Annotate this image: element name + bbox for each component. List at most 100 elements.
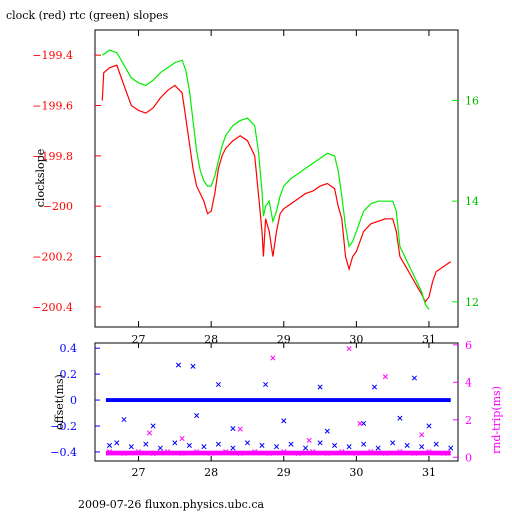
rndtrip-point [165,449,171,455]
offset-point [106,442,113,448]
offset-point [419,444,425,450]
rndtrip-point [237,426,243,432]
rndtrip-point [411,450,417,457]
offset-point [375,445,381,451]
offset-point [175,362,182,368]
rndtrip-point [295,450,301,457]
y-right-tick-label: 6 [465,339,472,352]
rndtrip-point [397,449,403,455]
rndtrip-point [368,449,374,455]
y-right-axis-label: rnd-trip(ms) [490,386,503,454]
offset-point [448,445,454,451]
offset-point [397,415,403,421]
offset-point [346,444,352,450]
offset-point [230,445,236,451]
offset-point [332,442,338,448]
y-left-tick-label: 0.2 [60,368,78,381]
rndtrip-point [106,449,113,455]
offset-point [121,416,127,423]
offset-point [288,441,294,447]
rndtrip-point [426,449,432,455]
offset-point [317,440,323,446]
offset-point [194,413,200,419]
rndtrip-point [150,450,156,457]
series-line-rtc [101,49,430,310]
rndtrip-point [382,374,388,380]
y-left-tick-label: −200 [43,200,73,213]
rndtrip-point [357,420,363,427]
x-tick-label: 31 [422,466,436,479]
offset-dense-band [105,398,451,402]
y-right-tick-label: 12 [465,296,479,309]
y-left-axis-label: offset(ms) [53,374,66,430]
rndtrip-point [146,430,153,436]
offset-point [143,441,149,447]
offset-point [317,384,323,390]
rndtrip-point [440,450,447,457]
x-tick-label: 28 [204,466,218,479]
x-tick-label: 29 [277,466,291,479]
rndtrip-dense-band [105,450,451,456]
offset-point [390,440,396,446]
rndtrip-point [382,450,388,457]
bottom-plot-frame [94,342,459,462]
rndtrip-point [266,450,272,457]
y-right-tick-label: 2 [465,414,472,427]
rndtrip-point [237,450,243,457]
rndtrip-point [194,449,200,455]
y-right-tick-label: 16 [465,94,479,107]
y-left-tick-label: −200.4 [32,301,73,314]
series-line-clock [101,64,452,303]
bottom-plot: 27 28 29 30 31 0.4 0.2 0 −0.2 −0.4 0 2 4 6 offset(ms) r… [50,339,503,479]
offset-point [433,441,439,447]
offset-point [273,444,280,450]
footer-text: 2009-07-26 fluxon.physics.ubc.ca [78,498,264,511]
rndtrip-point [270,355,276,361]
offset-point [157,445,163,451]
rndtrip-point [252,449,258,455]
rndtrip-point [208,450,214,457]
offset-point [281,418,287,424]
y-left-tick-label: −199.6 [32,100,73,113]
rndtrip-point [281,449,287,455]
rndtrip-point [339,449,345,455]
offset-point [411,375,417,381]
offset-point [259,442,265,448]
x-tick-label: 27 [132,466,146,479]
offset-point [361,441,367,447]
offset-point [244,440,251,446]
offset-point [302,445,309,451]
offset-point [230,426,236,432]
rndtrip-point [179,435,185,442]
y-left-tick-label: −199.4 [32,49,73,62]
y-left-tick-label: −199.8 [32,150,73,163]
rndtrip-point [324,450,330,457]
offset-point [426,423,432,429]
offset-point [190,363,196,369]
y-right-tick-label: 14 [465,195,479,208]
offset-point [114,440,120,446]
y-left-tick-label: 0 [70,394,77,407]
offset-point [201,444,207,450]
y-left-tick-label: −200.2 [32,251,73,264]
y-left-tick-label: −0.4 [50,446,77,459]
offset-point [215,441,221,447]
offset-point [215,381,221,388]
y-left-tick-label: 0.4 [60,342,78,355]
y-left-tick-label: −0.2 [50,420,77,433]
offset-point [404,442,410,448]
rndtrip-point [223,449,229,455]
offset-point [186,442,192,448]
rndtrip-point [419,432,425,438]
rndtrip-point [179,450,185,457]
y-axis-label: clockslope [34,149,47,207]
offset-point [150,423,156,429]
rndtrip-point [346,346,352,352]
rndtrip-point [353,450,359,457]
rndtrip-point [310,449,316,455]
offset-point [324,428,330,434]
rndtrip-point [136,449,142,455]
x-tick-label: 30 [349,466,363,479]
